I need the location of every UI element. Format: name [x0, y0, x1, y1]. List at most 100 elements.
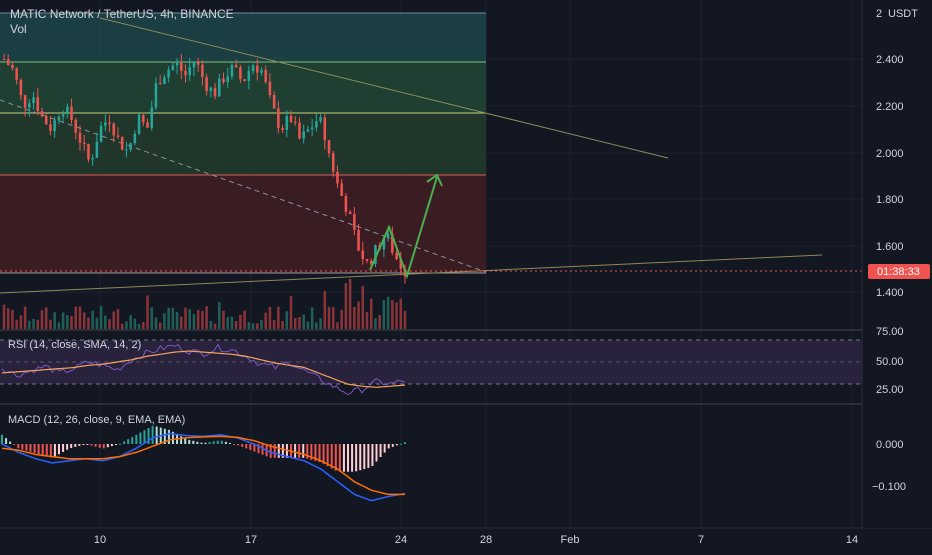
currency-label[interactable]: USDT — [888, 8, 918, 20]
candle-body — [53, 120, 56, 131]
candle-body — [23, 95, 27, 108]
macd-histogram-bar — [237, 444, 240, 446]
macd-histogram-bar — [9, 441, 12, 444]
candle-body — [310, 127, 314, 130]
candle-body — [315, 121, 318, 128]
volume-bar — [391, 299, 394, 330]
volume-bar — [57, 322, 61, 330]
volume-bar — [293, 317, 297, 330]
macd-histogram-bar — [127, 439, 130, 444]
volume-bar — [213, 323, 217, 330]
volume-bar — [32, 318, 35, 330]
candle-body — [70, 106, 73, 120]
macd-histogram-bar — [62, 444, 65, 452]
candle-body — [196, 61, 200, 65]
rsi-pane[interactable]: RSI (14, close, SMA, 14, 2) — [0, 339, 862, 396]
volume-bar — [222, 310, 225, 330]
arrow-head-icon — [426, 173, 443, 187]
candle-body — [163, 77, 166, 85]
candle-body — [6, 59, 10, 65]
candle-body — [28, 103, 31, 108]
candle-body — [192, 61, 196, 68]
price-tick: 2.200 — [876, 101, 904, 113]
macd-histogram-bar — [200, 442, 203, 444]
candle-body — [91, 157, 94, 160]
volume-bar — [120, 323, 124, 330]
time-axis[interactable]: 10 17 24 28 Feb 7 14 — [94, 534, 858, 546]
macd-histogram-bar — [155, 426, 158, 444]
macd-histogram-bar — [367, 444, 370, 468]
volume-bar — [70, 316, 73, 330]
time-tick: 14 — [846, 534, 858, 546]
volume-bar — [374, 318, 377, 330]
macd-histogram-bar — [90, 444, 93, 446]
volume-bar — [146, 295, 149, 330]
descending-trend-line[interactable] — [99, 17, 669, 159]
macd-histogram-bar — [135, 434, 138, 444]
fibonacci-retracement[interactable] — [0, 12, 486, 274]
volume-bar — [369, 298, 373, 330]
candle-body — [391, 233, 394, 253]
macd-histogram-bar — [167, 429, 170, 444]
macd-histogram-bar — [98, 444, 101, 448]
dashed-trend-line[interactable] — [0, 99, 487, 273]
candle-body — [255, 65, 259, 73]
macd-histogram-bar — [281, 444, 284, 458]
forecast-path[interactable] — [369, 173, 443, 280]
candle-body — [353, 214, 356, 230]
volume-bar — [163, 313, 166, 330]
macd-histogram-bar — [123, 441, 126, 444]
volume-bar — [251, 323, 255, 330]
candle-body — [369, 260, 373, 264]
macd-histogram-bar — [351, 444, 354, 472]
volume-bar — [378, 315, 381, 330]
macd-histogram-bar — [204, 442, 207, 444]
price-tick: 1.600 — [876, 241, 904, 253]
volume-bar — [234, 321, 238, 330]
candle-body — [99, 125, 103, 142]
volume-bar — [28, 320, 31, 330]
candle-body — [142, 114, 145, 123]
volume-bar — [184, 307, 187, 330]
price-candles[interactable] — [2, 53, 407, 284]
macd-histogram-bar — [241, 444, 244, 447]
macd-histogram-bar — [395, 444, 398, 446]
volume-bar — [95, 317, 99, 330]
macd-histogram-bar — [110, 444, 113, 447]
macd-pane[interactable]: MACD (12, 26, close, 9, EMA, EMA) — [1, 414, 406, 502]
price-axis[interactable]: 2 USDT 2.400 2.200 2.000 1.800 1.600 1.4… — [861, 0, 932, 528]
volume-bar — [298, 316, 301, 330]
candle-body — [184, 70, 187, 76]
macd-histogram-bar — [66, 444, 69, 450]
volume-bar — [336, 322, 339, 330]
macd-histogram-bar — [49, 444, 52, 458]
macd-histogram-bar — [196, 441, 199, 444]
macd-histogram-bar — [277, 444, 280, 458]
candle-body — [175, 62, 179, 66]
volume-bar — [66, 315, 69, 330]
volume-bar — [188, 309, 191, 330]
time-tick: 24 — [395, 534, 407, 546]
volume-bar — [142, 322, 145, 330]
volume-bar — [281, 321, 284, 330]
price-tick-partial: 2 — [876, 8, 882, 20]
price-tick: 2.000 — [876, 148, 904, 160]
volume-bar — [116, 309, 120, 330]
macd-histogram-bar — [318, 444, 321, 463]
macd-histogram-bar — [306, 444, 309, 459]
volume-bar — [315, 322, 318, 330]
volume-bar — [2, 304, 6, 330]
macd-histogram-bar — [253, 444, 256, 452]
macd-histogram-bar — [383, 444, 386, 453]
macd-histogram-bar — [338, 444, 341, 472]
volume-bar — [129, 315, 132, 330]
ascending-trend-line[interactable] — [0, 254, 823, 294]
macd-histogram-bar — [33, 444, 36, 453]
volume-bar — [344, 283, 348, 330]
candle-body — [201, 64, 204, 78]
volume-bar — [36, 319, 40, 330]
volume-bar — [255, 323, 259, 330]
candle-body — [298, 122, 301, 139]
macd-histogram-bar — [82, 444, 85, 445]
